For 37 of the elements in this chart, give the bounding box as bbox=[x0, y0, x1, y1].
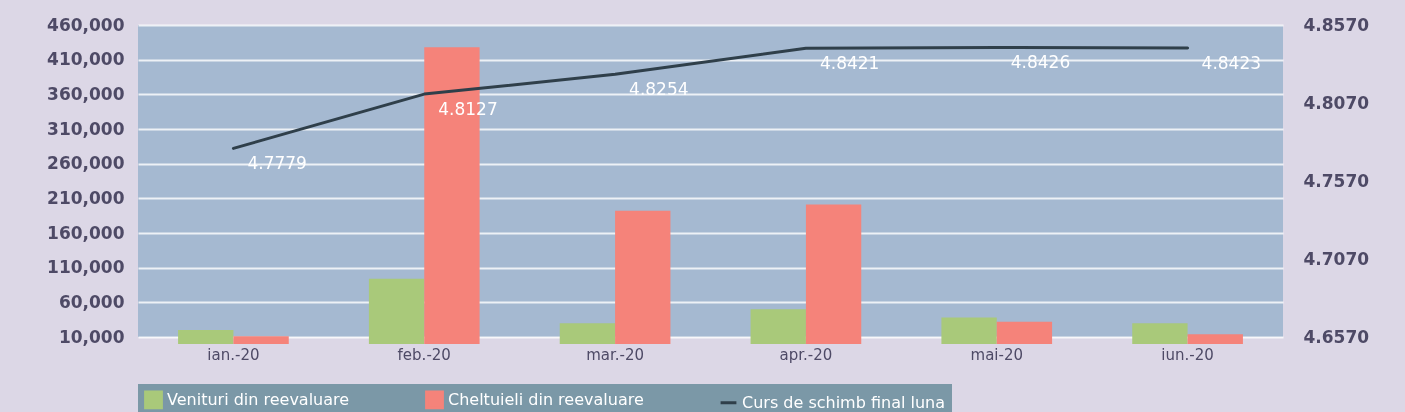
y2-tick-label: 4.7570 bbox=[1303, 170, 1370, 191]
bar bbox=[1132, 323, 1188, 344]
x-tick-label: ian.-20 bbox=[207, 345, 260, 364]
bar bbox=[233, 336, 289, 344]
bar bbox=[1187, 334, 1243, 344]
y2-tick-label: 4.7070 bbox=[1303, 248, 1370, 269]
y2-tick-label: 4.6570 bbox=[1303, 326, 1370, 347]
bar bbox=[941, 317, 997, 344]
legend-label: Cheltuieli din reevaluare bbox=[448, 389, 644, 409]
y2-tick-label: 4.8570 bbox=[1303, 14, 1370, 35]
y-tick-label: 210,000 bbox=[47, 187, 125, 208]
legend-label: Venituri din reevaluare bbox=[167, 389, 350, 409]
x-tick-label: feb.-20 bbox=[397, 345, 451, 364]
legend-label: Curs de schimb final luna bbox=[742, 392, 946, 412]
y-tick-label: 460,000 bbox=[47, 14, 125, 35]
line-series bbox=[231, 45, 1190, 150]
x-tick-label: apr.-20 bbox=[779, 345, 833, 364]
bar bbox=[178, 330, 234, 344]
data-label: 4.8254 bbox=[629, 79, 689, 100]
y-tick-label: 160,000 bbox=[47, 222, 125, 243]
bar bbox=[615, 210, 671, 344]
x-tick-label: iun.-20 bbox=[1161, 345, 1214, 364]
y-tick-label: 60,000 bbox=[58, 291, 125, 312]
y2-tick-label: 4.8070 bbox=[1303, 92, 1370, 113]
y-tick-label: 410,000 bbox=[47, 49, 125, 70]
bar bbox=[805, 204, 862, 344]
y-tick-label: 310,000 bbox=[47, 118, 125, 139]
x-tick-label: mar.-20 bbox=[586, 345, 645, 364]
y-tick-label: 10,000 bbox=[58, 326, 125, 347]
y-tick-label: 110,000 bbox=[47, 257, 125, 278]
y-tick-label: 360,000 bbox=[47, 83, 125, 104]
y-tick-label: 260,000 bbox=[47, 153, 125, 174]
bar bbox=[750, 309, 806, 344]
bar bbox=[559, 323, 616, 344]
x-tick-label: mai-20 bbox=[970, 345, 1023, 364]
bar bbox=[368, 278, 425, 344]
bar bbox=[996, 321, 1053, 344]
